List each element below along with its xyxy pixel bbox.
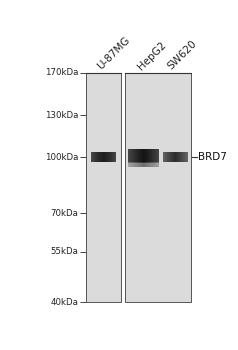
Text: SW620: SW620: [165, 39, 198, 72]
Text: 40kDa: 40kDa: [51, 298, 79, 307]
Bar: [125, 73, 191, 302]
Text: BRD7: BRD7: [198, 152, 227, 162]
Bar: [86, 73, 121, 302]
Text: HepG2: HepG2: [136, 40, 168, 72]
Text: 170kDa: 170kDa: [45, 69, 79, 77]
Text: 130kDa: 130kDa: [45, 111, 79, 120]
Text: 70kDa: 70kDa: [51, 209, 79, 218]
Text: 55kDa: 55kDa: [51, 247, 79, 256]
Text: 100kDa: 100kDa: [45, 153, 79, 161]
Text: U-87MG: U-87MG: [95, 35, 132, 72]
